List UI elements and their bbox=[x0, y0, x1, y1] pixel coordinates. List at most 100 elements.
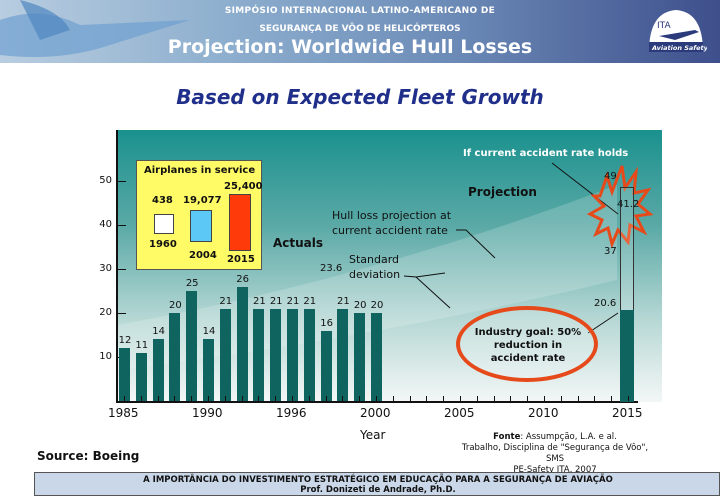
projection-bar-goal bbox=[620, 310, 634, 402]
bar-value-label: 14 bbox=[202, 326, 216, 338]
svg-text:ITA: ITA bbox=[657, 21, 671, 31]
bar bbox=[135, 352, 147, 401]
bar bbox=[354, 313, 366, 401]
y-tick-label: 20 bbox=[99, 307, 112, 318]
x-tick-label: 2010 bbox=[528, 406, 559, 420]
hull-loss-label-1: Hull loss projection at bbox=[332, 209, 452, 222]
std-dev-label-2: deviation bbox=[349, 268, 401, 281]
bar bbox=[287, 308, 298, 401]
y-tick bbox=[116, 269, 126, 270]
fonte-label: Fonte bbox=[493, 432, 521, 442]
bar bbox=[320, 330, 332, 401]
projection-label: Projection bbox=[468, 185, 537, 199]
bar-value-label: 25 bbox=[185, 278, 199, 289]
bar-value-label: 21 bbox=[286, 295, 300, 307]
fonte-line-1: : Assumpção, L.A. e al. bbox=[520, 432, 617, 442]
y-tick bbox=[116, 313, 126, 314]
std-dev-value: 23.6 bbox=[320, 263, 343, 274]
x-tick-label: 1990 bbox=[192, 406, 223, 420]
inset-bar-2015 bbox=[229, 194, 251, 251]
ita-aviation-safety-logo-icon: ITA Aviation Safety bbox=[649, 10, 707, 52]
bar-value-label: 20 bbox=[169, 300, 182, 311]
value-49: 49 bbox=[604, 171, 617, 182]
x-tick-label: 2015 bbox=[612, 406, 643, 420]
x-tick bbox=[359, 396, 361, 401]
x-tick bbox=[611, 396, 613, 401]
y-axis bbox=[116, 130, 118, 403]
goal-line-3: accident rate bbox=[490, 353, 566, 364]
bar bbox=[219, 308, 231, 401]
x-tick bbox=[409, 396, 411, 401]
bar bbox=[203, 339, 214, 401]
bar bbox=[236, 286, 248, 401]
bar-value-label: 26 bbox=[236, 273, 249, 285]
bar bbox=[152, 339, 164, 401]
y-tick-label: 40 bbox=[99, 219, 112, 230]
inset-value-2015: 25,400 bbox=[224, 181, 263, 192]
goal-line-1: Industry goal: 50% bbox=[474, 327, 582, 338]
bar bbox=[253, 308, 265, 401]
x-tick-label: 2000 bbox=[360, 406, 391, 420]
industry-goal-ellipse bbox=[456, 306, 598, 382]
y-tick bbox=[116, 225, 126, 226]
x-tick bbox=[426, 396, 428, 401]
bar-value-label: 21 bbox=[269, 295, 283, 307]
bar-value-label: 14 bbox=[152, 326, 165, 338]
goal-line-2: reduction in bbox=[493, 340, 563, 351]
inset-year-1960: 1960 bbox=[149, 239, 177, 250]
footer-line-2: Prof. Donizeti de Andrade, Ph.D. bbox=[300, 485, 456, 495]
fonte-line-2: Trabalho, Disciplina de "Segurança de Vô… bbox=[461, 443, 649, 464]
x-axis bbox=[116, 401, 638, 403]
bar bbox=[371, 313, 382, 401]
x-tick bbox=[224, 396, 226, 401]
inset-bar-2004 bbox=[190, 210, 212, 242]
x-tick bbox=[208, 396, 209, 401]
bar bbox=[270, 308, 282, 401]
source-label: Source: Boeing bbox=[37, 449, 140, 463]
bar bbox=[119, 348, 130, 401]
bar bbox=[303, 308, 315, 401]
x-tick bbox=[527, 396, 529, 401]
bar-value-label: 20 bbox=[353, 300, 367, 311]
x-tick bbox=[140, 396, 142, 401]
inset-bar-1960 bbox=[154, 214, 174, 234]
slide-footer: A IMPORTÂNCIA DO INVESTIMENTO ESTRATÉGIC… bbox=[34, 472, 720, 496]
bar-value-label: 20 bbox=[370, 300, 384, 311]
x-tick bbox=[292, 396, 293, 401]
industry-goal-text: Industry goal: 50% reduction in accident… bbox=[470, 326, 586, 365]
inset-value-1960: 438 bbox=[152, 195, 173, 206]
y-tick-label: 50 bbox=[99, 175, 112, 186]
std-dev-label-1: Standard bbox=[349, 253, 400, 266]
y-tick-label: 10 bbox=[99, 351, 112, 362]
bar bbox=[186, 291, 198, 401]
if-current-rate-label: If current accident rate holds bbox=[463, 148, 629, 159]
airplanes-in-service-inset: Airplanes in service 438 1960 19,077 200… bbox=[136, 160, 263, 270]
x-tick bbox=[191, 396, 193, 401]
bar-value-label: 21 bbox=[337, 295, 350, 307]
x-tick bbox=[577, 396, 579, 401]
x-tick bbox=[493, 396, 495, 401]
x-tick bbox=[124, 396, 125, 401]
chart-subtitle: Based on Expected Fleet Growth bbox=[176, 85, 544, 109]
x-tick bbox=[308, 396, 310, 401]
page-title: Projection: Worldwide Hull Losses bbox=[167, 36, 533, 58]
x-tick bbox=[560, 396, 562, 401]
value-41-2: 41.2 bbox=[617, 199, 640, 210]
bar bbox=[337, 308, 349, 401]
fonte-line-3: PE-Safety ITA, 2007 bbox=[513, 465, 597, 475]
inset-year-2015: 2015 bbox=[227, 254, 255, 265]
x-tick bbox=[443, 396, 445, 401]
x-tick bbox=[510, 396, 512, 401]
inset-year-2004: 2004 bbox=[189, 250, 217, 261]
x-tick bbox=[342, 396, 344, 401]
x-tick bbox=[460, 396, 461, 401]
bar-value-label: 21 bbox=[219, 295, 233, 307]
x-tick-label: 1996 bbox=[276, 406, 307, 420]
bar-value-label: 16 bbox=[320, 317, 333, 329]
y-tick-label: 30 bbox=[99, 263, 112, 274]
x-tick bbox=[544, 396, 545, 401]
header-line-1: SIMPÓSIO INTERNACIONAL LATINO-AMERICANO … bbox=[224, 6, 496, 16]
x-tick bbox=[157, 396, 159, 401]
x-tick bbox=[476, 396, 478, 401]
x-tick bbox=[594, 396, 596, 401]
